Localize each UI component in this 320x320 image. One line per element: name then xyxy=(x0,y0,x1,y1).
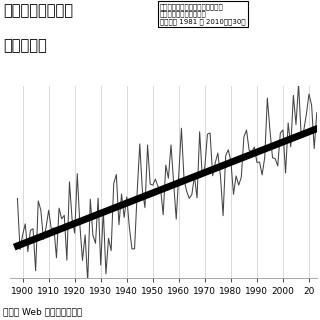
Text: 細線：各年の平均気温の基準値か
太線：長期的な変化傾向
基準値は 1981 ～ 2010年の30年: 細線：各年の平均気温の基準値か 太線：長期的な変化傾向 基準値は 1981 ～ … xyxy=(160,3,246,25)
Text: 気象庁 Web サイトより作成: 気象庁 Web サイトより作成 xyxy=(3,308,83,317)
Text: 期変化傾向: 期変化傾向 xyxy=(3,38,47,53)
Text: 本の年平均気温の: 本の年平均気温の xyxy=(3,3,73,18)
